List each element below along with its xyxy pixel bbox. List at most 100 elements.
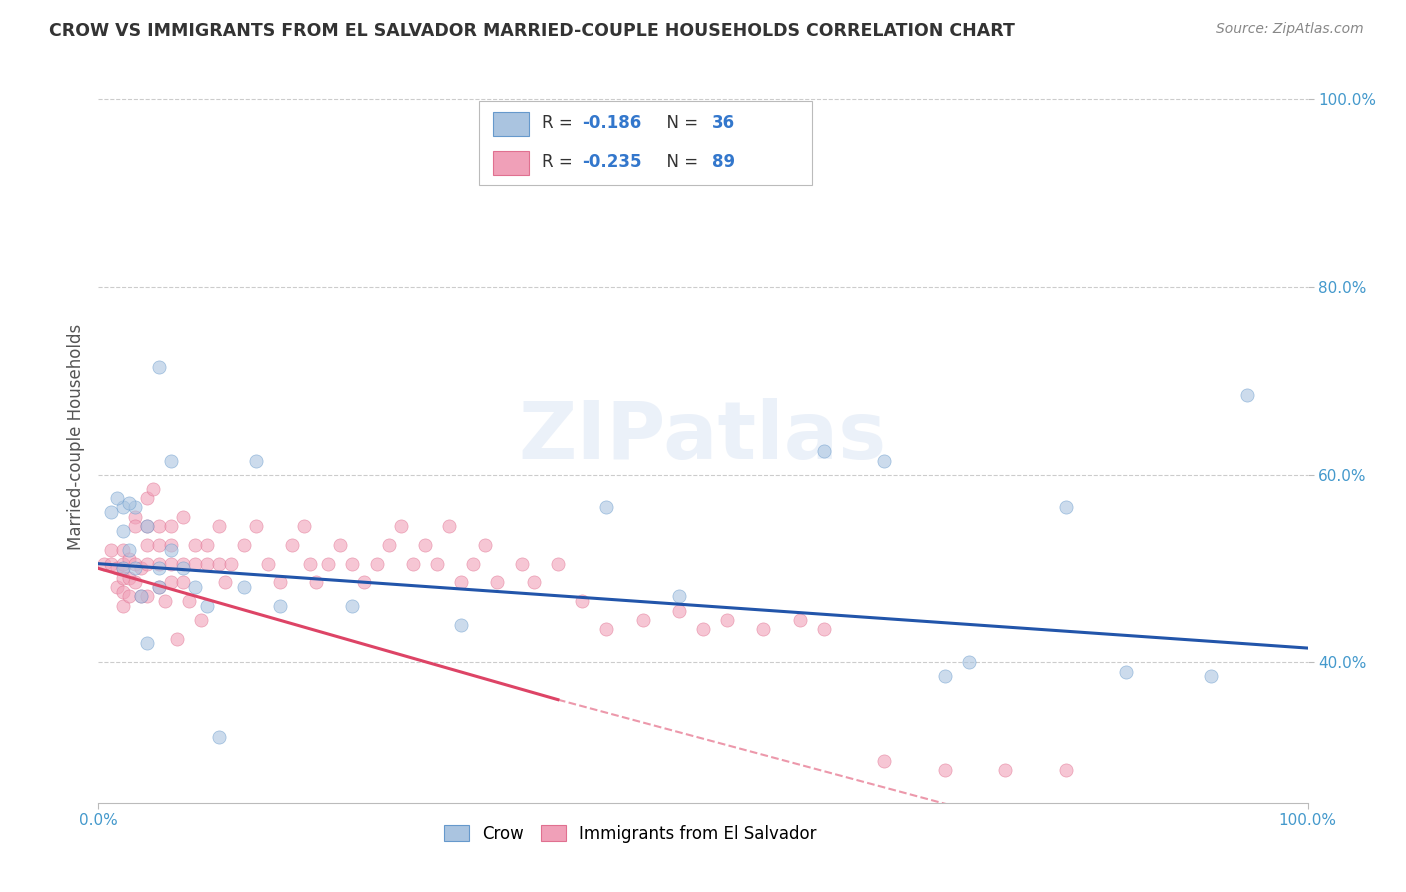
Point (190, 613, 212, 627)
Point (873, 453, 896, 467)
Point (100, 557, 122, 571)
Point (595, 500, 617, 515)
Point (316, 557, 339, 571)
Point (105, 491, 128, 505)
Point (450, 617, 472, 632)
Point (353, 575, 375, 590)
Point (873, 754, 896, 768)
Point (269, 575, 291, 590)
Point (135, 557, 157, 571)
Text: ZIPatlas: ZIPatlas (519, 398, 887, 476)
Point (208, 519, 231, 533)
Point (160, 538, 183, 552)
Point (934, 669, 956, 683)
Point (523, 575, 546, 590)
Text: Source: ZipAtlas.com: Source: ZipAtlas.com (1216, 22, 1364, 37)
Point (166, 632, 188, 646)
Point (160, 453, 183, 467)
Point (148, 557, 170, 571)
Point (160, 557, 183, 571)
Point (124, 561, 146, 575)
Point (179, 594, 201, 608)
Point (111, 584, 134, 599)
Point (595, 623, 617, 637)
Point (111, 599, 134, 613)
Point (111, 561, 134, 575)
Point (692, 623, 714, 637)
Point (232, 538, 254, 552)
Point (160, 575, 183, 590)
Point (111, 571, 134, 585)
Point (111, 500, 134, 515)
Point (184, 557, 207, 571)
Point (160, 519, 183, 533)
Point (195, 557, 218, 571)
Point (342, 557, 364, 571)
Point (232, 580, 254, 594)
Text: CROW VS IMMIGRANTS FROM EL SALVADOR MARRIED-COUPLE HOUSEHOLDS CORRELATION CHART: CROW VS IMMIGRANTS FROM EL SALVADOR MARR… (49, 22, 1015, 40)
Point (135, 590, 157, 604)
Point (111, 542, 134, 557)
Point (172, 509, 194, 524)
Point (124, 557, 146, 571)
Point (437, 519, 460, 533)
Point (105, 561, 128, 575)
Point (221, 557, 243, 571)
Point (668, 603, 690, 617)
Point (934, 763, 956, 777)
Point (292, 519, 315, 533)
Point (752, 623, 775, 637)
Point (148, 580, 170, 594)
Point (135, 491, 157, 505)
Point (329, 538, 352, 552)
Point (1054, 500, 1077, 515)
Point (571, 594, 593, 608)
Point (124, 519, 146, 533)
Point (100, 505, 122, 519)
Point (789, 613, 811, 627)
Point (184, 580, 207, 594)
Point (148, 359, 170, 374)
Point (135, 636, 157, 650)
Point (184, 538, 207, 552)
Point (118, 496, 141, 510)
Point (124, 509, 146, 524)
Point (148, 519, 170, 533)
Point (135, 519, 157, 533)
Point (208, 730, 231, 744)
Point (148, 580, 170, 594)
Point (668, 590, 690, 604)
Point (299, 557, 322, 571)
Point (1054, 763, 1077, 777)
Point (135, 538, 157, 552)
Point (195, 599, 218, 613)
Point (124, 500, 146, 515)
Point (124, 575, 146, 590)
Legend: Crow, Immigrants from El Salvador: Crow, Immigrants from El Salvador (437, 818, 824, 849)
Point (1236, 388, 1258, 402)
Point (716, 613, 738, 627)
Point (450, 575, 472, 590)
Point (426, 557, 449, 571)
Point (93, 557, 115, 571)
Point (245, 519, 267, 533)
Point (813, 623, 835, 637)
Point (172, 575, 194, 590)
Point (105, 580, 128, 594)
Point (994, 763, 1017, 777)
Point (111, 524, 134, 538)
Point (148, 538, 170, 552)
Point (510, 557, 533, 571)
Point (118, 571, 141, 585)
Point (172, 561, 194, 575)
Point (153, 594, 176, 608)
Point (474, 538, 496, 552)
Point (118, 552, 141, 566)
Point (342, 599, 364, 613)
Point (135, 519, 157, 533)
Point (245, 453, 267, 467)
Point (172, 557, 194, 571)
Point (142, 482, 165, 496)
Point (305, 575, 328, 590)
Point (366, 557, 388, 571)
